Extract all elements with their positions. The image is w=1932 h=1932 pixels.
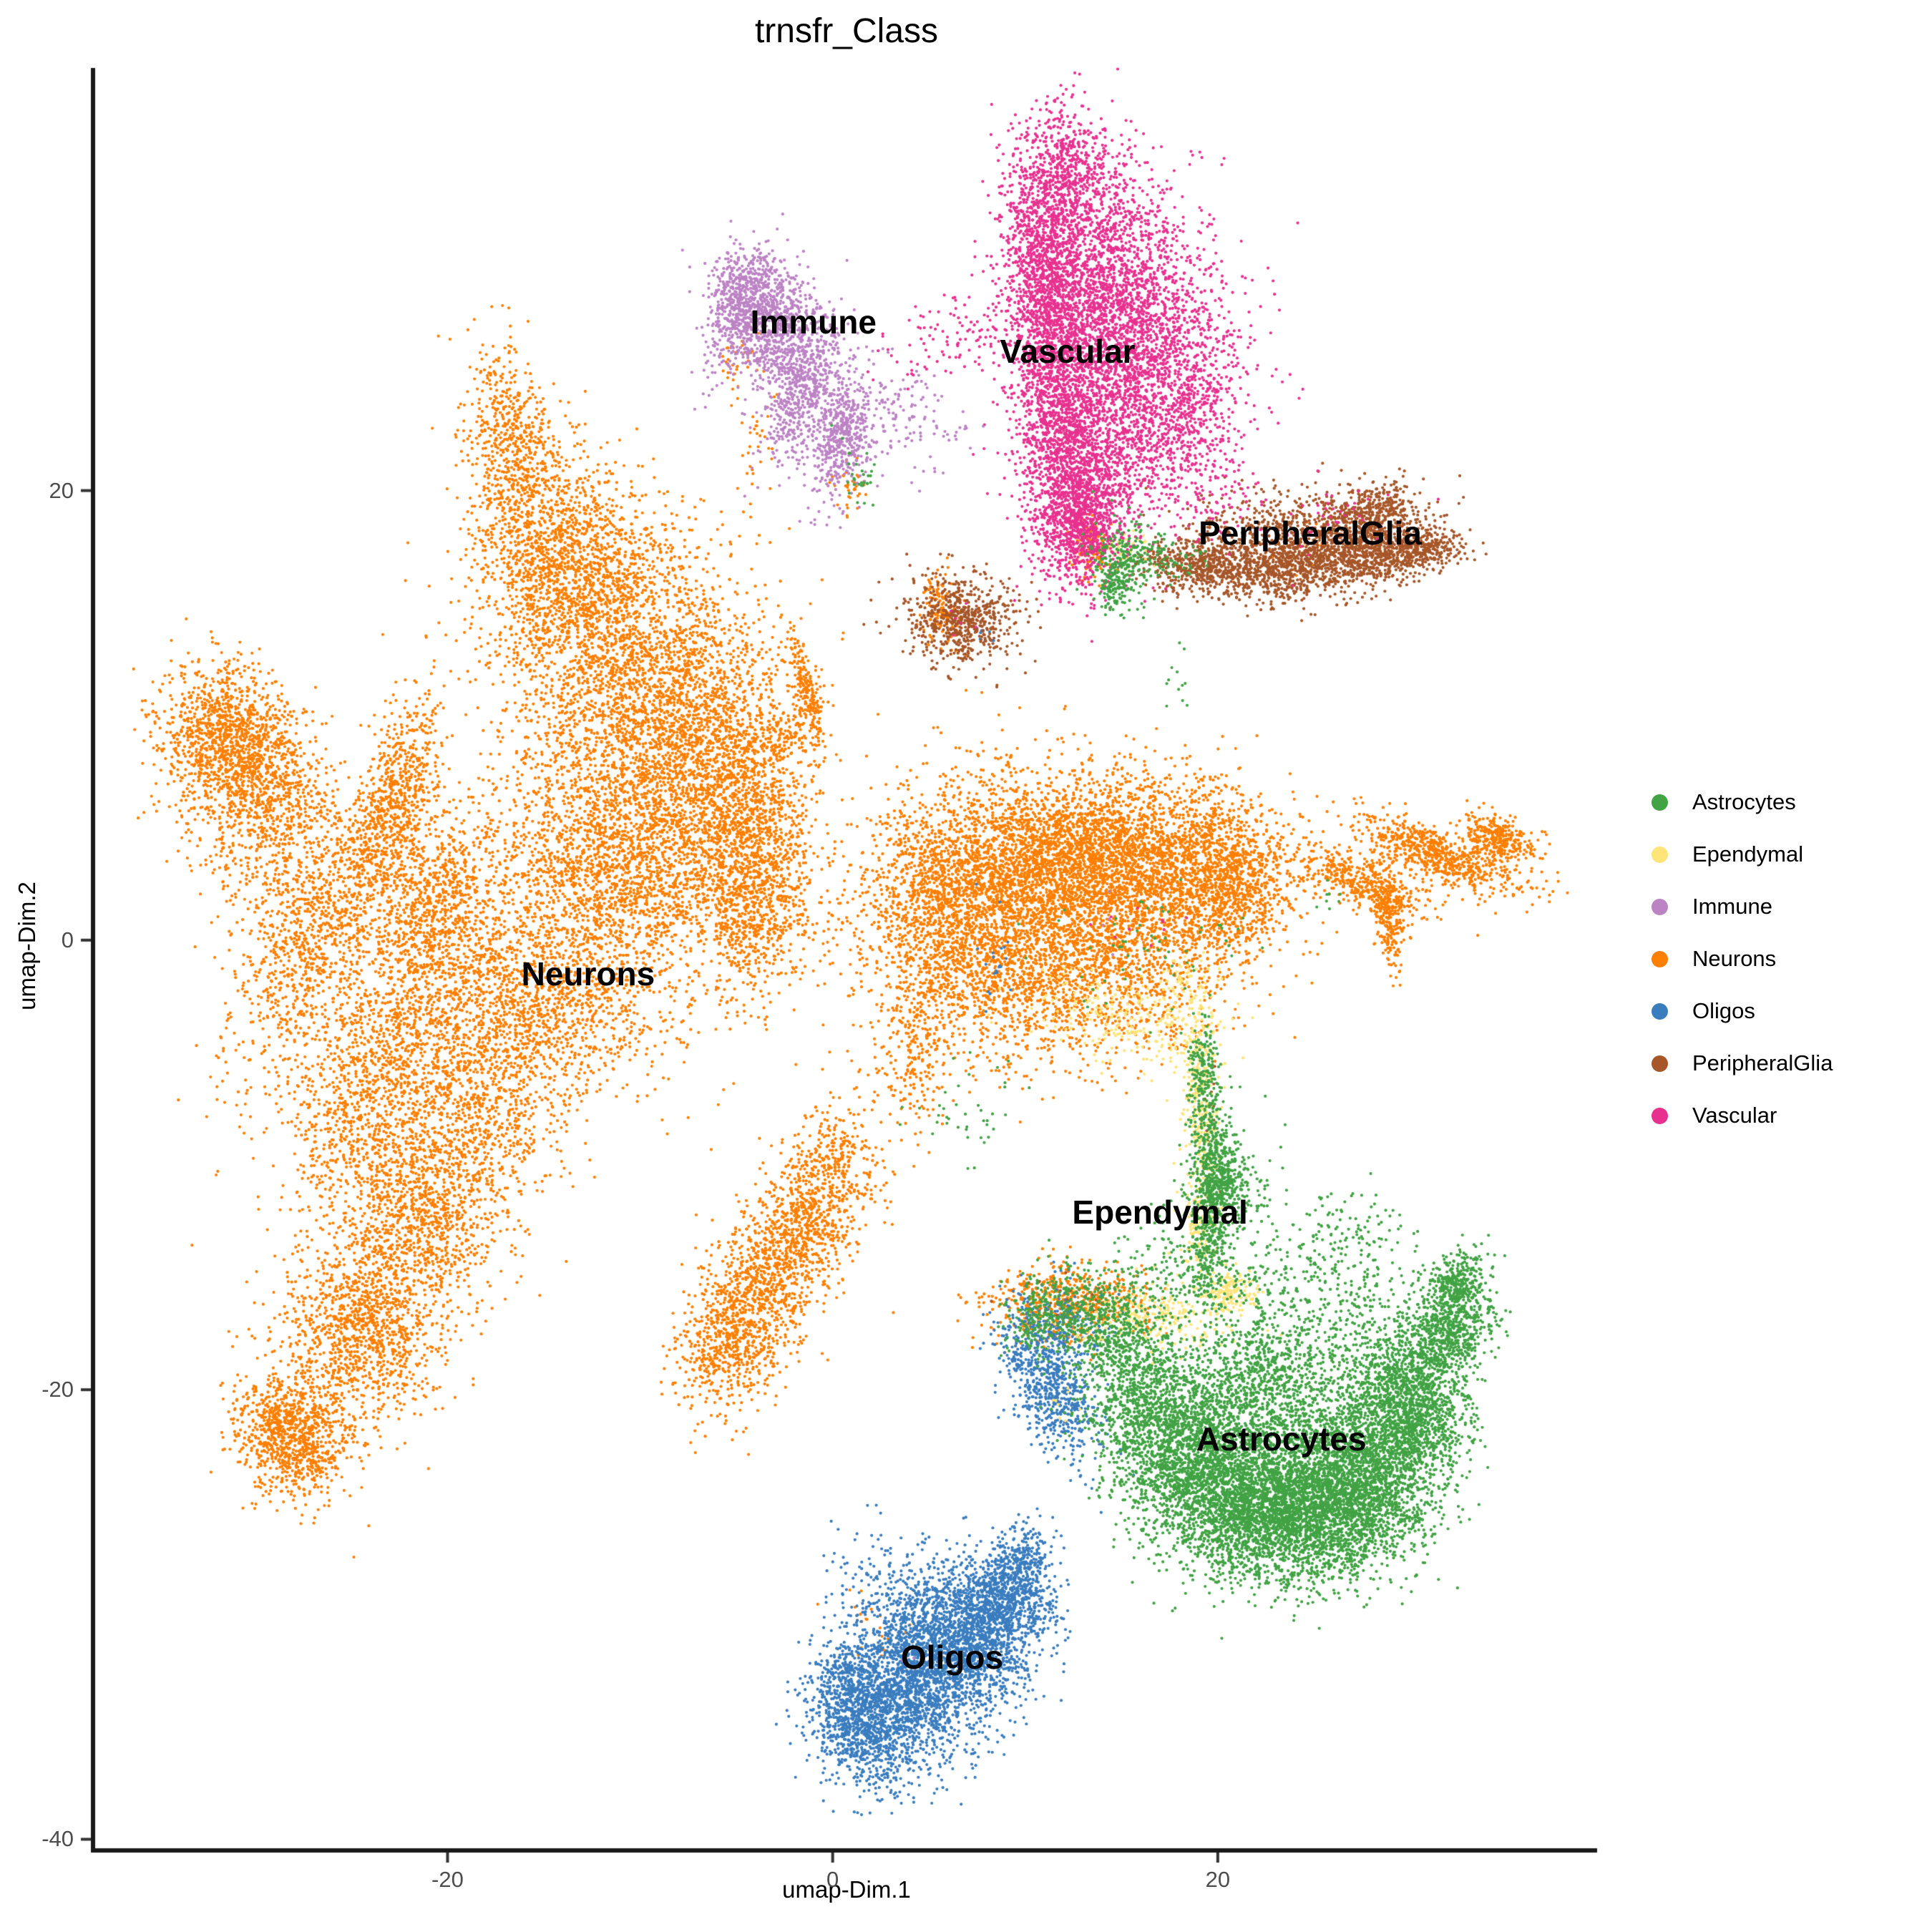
y-tick-label: 20 xyxy=(49,477,74,503)
legend-swatch-ependymal xyxy=(1652,846,1668,863)
x-axis-title: umap-Dim.1 xyxy=(782,1876,911,1903)
cluster-label-peripheralglia: PeripheralGlia xyxy=(1199,514,1422,552)
legend-swatch-astrocytes xyxy=(1652,794,1668,811)
cluster-label-vascular: Vascular xyxy=(1000,332,1136,370)
legend-label: Vascular xyxy=(1692,1103,1777,1128)
legend-swatch-immune xyxy=(1652,898,1668,915)
legend-label: Astrocytes xyxy=(1692,789,1796,814)
legend-swatch-vascular xyxy=(1652,1107,1668,1124)
legend-item-neurons: Neurons xyxy=(1652,942,1833,975)
x-tick-label: 20 xyxy=(1205,1867,1231,1892)
legend-item-immune: Immune xyxy=(1652,890,1833,923)
legend: Astrocytes Ependymal Immune Neurons Olig… xyxy=(1652,786,1833,1151)
legend-label: Neurons xyxy=(1692,946,1777,971)
x-tick-label: -20 xyxy=(431,1867,464,1892)
legend-label: Immune xyxy=(1692,894,1772,919)
legend-item-astrocytes: Astrocytes xyxy=(1652,786,1833,819)
legend-label: Oligos xyxy=(1692,998,1755,1023)
x-tick-label: 0 xyxy=(826,1867,839,1892)
cluster-label-ependymal: Ependymal xyxy=(1072,1193,1248,1231)
cluster-label-neurons: Neurons xyxy=(521,955,655,992)
legend-item-vascular: Vascular xyxy=(1652,1099,1833,1132)
legend-item-peripheralglia: PeripheralGlia xyxy=(1652,1047,1833,1080)
legend-swatch-peripheralglia xyxy=(1652,1055,1668,1072)
legend-item-ependymal: Ependymal xyxy=(1652,838,1833,871)
cluster-label-astrocytes: Astrocytes xyxy=(1196,1420,1367,1458)
y-tick-label: -20 xyxy=(42,1377,74,1402)
y-tick-label: 0 xyxy=(61,927,74,952)
page-title: trnsfr_Class xyxy=(754,12,939,50)
y-tick-label: -40 xyxy=(42,1826,74,1852)
legend-label: PeripheralGlia xyxy=(1692,1050,1833,1075)
legend-swatch-neurons xyxy=(1652,950,1668,967)
cluster-label-oligos: Oligos xyxy=(900,1638,1004,1676)
cluster-label-immune: Immune xyxy=(750,303,877,341)
legend-item-oligos: Oligos xyxy=(1652,995,1833,1028)
legend-label: Ependymal xyxy=(1692,841,1804,867)
legend-swatch-oligos xyxy=(1652,1002,1668,1020)
